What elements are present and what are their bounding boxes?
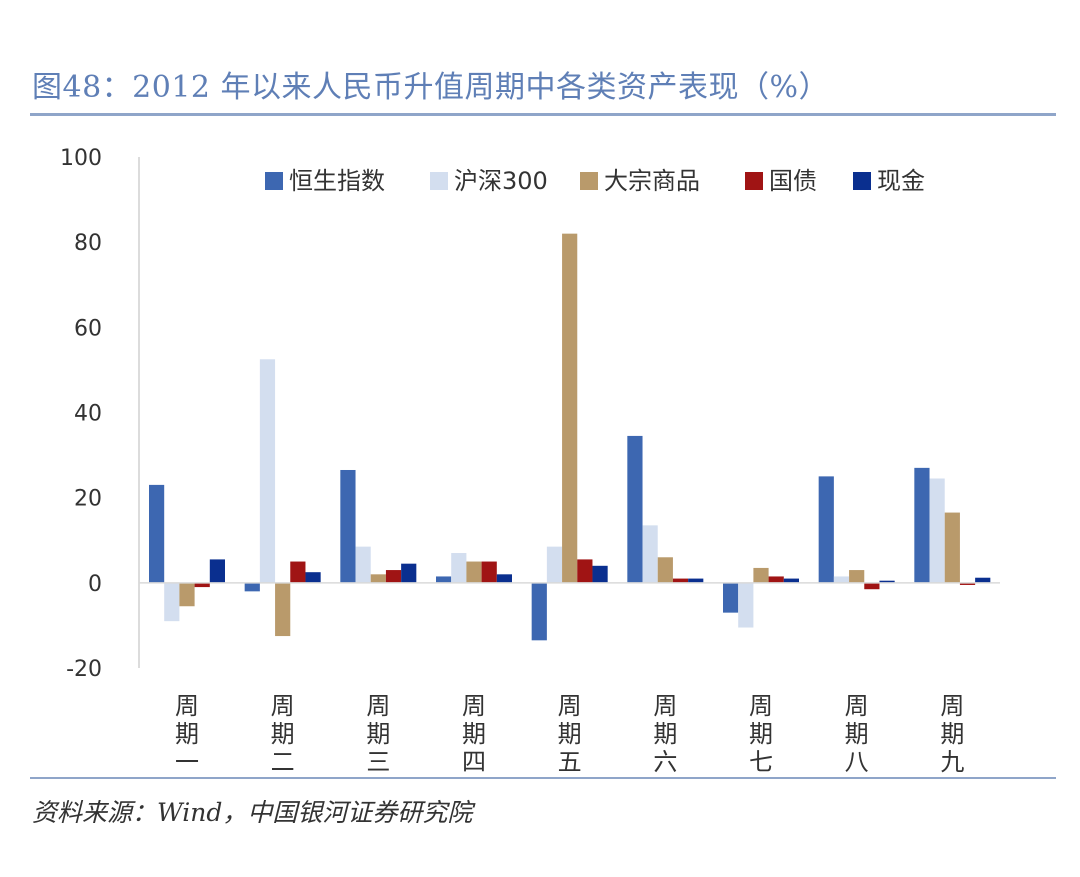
bar — [496, 574, 512, 583]
legend-label: 现金 — [877, 167, 925, 195]
chart-title: 图48：2012 年以来人民币升值周期中各类资产表现（%） — [32, 70, 830, 105]
bar — [944, 512, 960, 583]
x-category-label: 期 — [845, 720, 869, 748]
legend-swatch — [853, 172, 871, 190]
bar — [577, 559, 593, 583]
y-tick-label: 0 — [88, 572, 102, 597]
y-tick-label: -20 — [66, 657, 102, 682]
bar — [340, 469, 356, 583]
bar — [481, 561, 497, 583]
legend-swatch — [745, 172, 763, 190]
bar — [164, 582, 180, 622]
bar — [179, 582, 195, 607]
bar — [436, 576, 452, 583]
bar — [975, 577, 991, 583]
x-category-label: 二 — [271, 748, 295, 776]
bar — [753, 567, 769, 583]
bar — [783, 578, 799, 583]
x-category-label: 周 — [271, 692, 295, 720]
bar — [370, 574, 386, 583]
bar — [531, 582, 547, 641]
bar — [864, 582, 880, 590]
x-category-label: 八 — [845, 748, 869, 776]
bar — [355, 546, 371, 583]
bar — [305, 572, 321, 583]
x-category-label: 周 — [653, 692, 677, 720]
legend-label: 国债 — [769, 167, 817, 195]
x-category-label: 周 — [462, 692, 486, 720]
x-category-label: 五 — [558, 748, 582, 776]
x-category-label: 期 — [940, 720, 964, 748]
x-category-label: 周 — [558, 692, 582, 720]
x-category-label: 期 — [749, 720, 773, 748]
y-tick-label: 40 — [74, 402, 102, 427]
bar — [149, 484, 165, 583]
bar — [562, 233, 578, 583]
bar — [194, 582, 210, 588]
x-category-label: 周 — [175, 692, 199, 720]
x-category-label: 四 — [462, 748, 486, 776]
title-divider — [30, 113, 1056, 116]
x-category-label: 九 — [940, 748, 964, 776]
x-category-label: 期 — [271, 720, 295, 748]
footer-divider — [30, 777, 1056, 779]
y-tick-label: 80 — [74, 231, 102, 256]
x-category-label: 期 — [366, 720, 390, 748]
x-category-label: 七 — [749, 748, 773, 776]
x-category-label: 期 — [653, 720, 677, 748]
x-category-label: 期 — [175, 720, 199, 748]
legend-swatch — [430, 172, 448, 190]
y-tick-label: 60 — [74, 316, 102, 341]
bar — [959, 582, 976, 585]
x-category-label: 周 — [366, 692, 390, 720]
x-category-label: 周 — [845, 692, 869, 720]
bar — [738, 582, 754, 628]
bar — [385, 570, 402, 583]
legend-label: 恒生指数 — [289, 167, 385, 195]
x-category-label: 期 — [558, 720, 582, 748]
x-category-label: 周 — [749, 692, 773, 720]
legend-swatch — [580, 172, 598, 190]
bar — [929, 478, 945, 583]
y-tick-label: 20 — [74, 487, 102, 512]
x-category-label: 周 — [940, 692, 964, 720]
legend-label: 大宗商品 — [604, 167, 700, 195]
legend-label: 沪深300 — [454, 167, 548, 195]
bar — [451, 553, 467, 583]
x-category-label: 期 — [462, 720, 486, 748]
bar — [259, 359, 276, 583]
bar — [672, 578, 689, 583]
bar — [627, 435, 643, 583]
bar — [642, 525, 658, 583]
y-tick-label: 100 — [60, 146, 102, 171]
x-category-label: 六 — [653, 748, 677, 776]
bar — [466, 561, 482, 583]
bar — [914, 467, 930, 583]
x-category-label: 一 — [175, 748, 199, 776]
x-category-label: 三 — [366, 748, 390, 776]
bar — [290, 561, 306, 583]
bar — [768, 576, 784, 583]
bar — [833, 576, 850, 583]
bar — [688, 578, 704, 583]
bar — [275, 582, 291, 637]
bar — [723, 582, 739, 613]
bar — [401, 563, 417, 583]
bar — [209, 559, 225, 583]
legend-swatch — [265, 172, 283, 190]
bar — [592, 565, 608, 583]
bar — [657, 557, 673, 583]
bar — [818, 476, 834, 583]
bar — [546, 546, 563, 583]
bar — [849, 570, 865, 583]
bar — [244, 582, 260, 592]
bar — [879, 580, 895, 583]
source-note: 资料来源：Wind，中国银河证券研究院 — [32, 798, 473, 827]
